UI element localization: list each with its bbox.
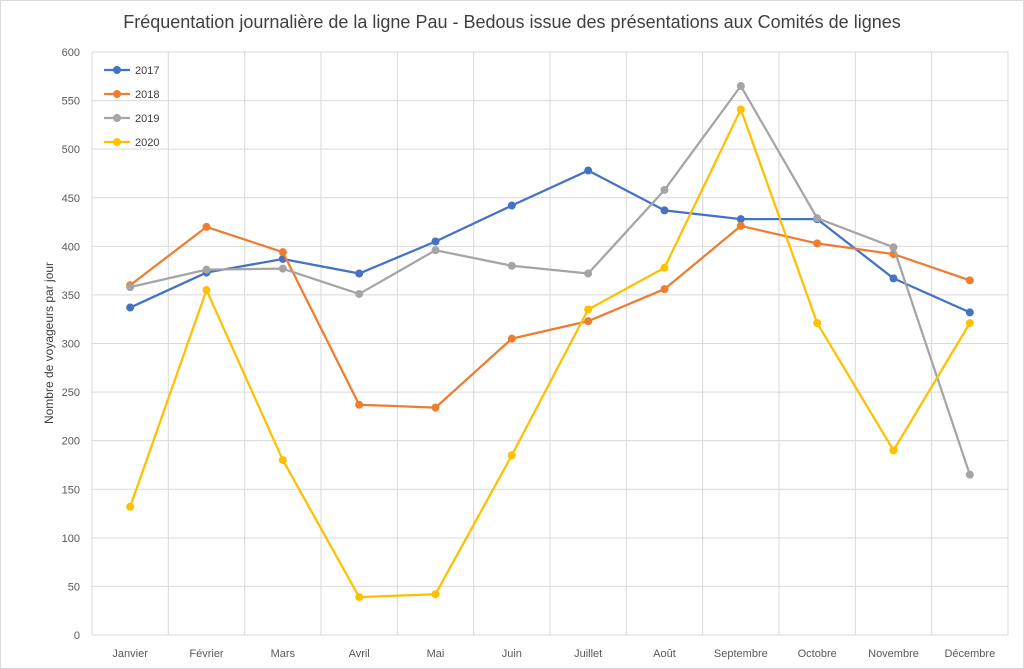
y-tick-label: 200 (62, 436, 80, 448)
series-lines (126, 82, 974, 602)
y-tick-label: 250 (62, 387, 80, 399)
y-tick-label: 400 (62, 241, 80, 253)
data-point-2020 (126, 502, 135, 511)
legend-label: 2020 (135, 137, 159, 149)
data-point-2018 (507, 334, 516, 343)
data-point-2017 (736, 215, 745, 224)
data-point-2019 (813, 214, 822, 223)
y-tick-label: 350 (62, 290, 80, 302)
data-point-2020 (431, 590, 440, 599)
data-point-2018 (736, 221, 745, 230)
data-point-2020 (507, 451, 516, 460)
x-tick-label: Mai (427, 648, 445, 660)
y-tick-label: 500 (62, 144, 80, 156)
data-point-2019 (431, 246, 440, 255)
data-point-2018 (202, 222, 211, 231)
y-tick-label: 100 (62, 533, 80, 545)
data-point-2018 (965, 276, 974, 285)
y-axis-ticks: 0 50 100 150 200 250 300 350 400 450 500 550 600 (62, 47, 80, 642)
data-point-2017 (889, 274, 898, 283)
data-point-2017 (126, 303, 135, 312)
x-axis-ticks: Janvier Février Mars Avril Mai Juin Juillet Aoû… (112, 648, 995, 660)
legend: 2017 2018 2019 2020 (104, 65, 159, 149)
x-tick-label: Décembre (944, 648, 995, 660)
x-tick-label: Novembre (868, 648, 919, 660)
y-tick-label: 300 (62, 339, 80, 351)
data-point-2018 (813, 239, 822, 248)
x-tick-label: Septembre (714, 648, 768, 660)
data-point-2019 (584, 269, 593, 278)
legend-label: 2017 (135, 65, 159, 77)
y-tick-label: 600 (62, 47, 80, 59)
data-point-2019 (965, 470, 974, 479)
y-tick-label: 150 (62, 484, 80, 496)
data-point-2019 (889, 243, 898, 252)
data-point-2019 (355, 289, 364, 298)
data-point-2018 (584, 317, 593, 326)
data-point-2019 (126, 283, 135, 292)
y-axis-title: Nombre de voyageurs par jour (42, 262, 56, 424)
data-point-2020 (965, 319, 974, 328)
data-point-2017 (355, 269, 364, 278)
data-point-2019 (202, 265, 211, 274)
y-tick-label: 0 (74, 630, 80, 642)
data-point-2018 (431, 403, 440, 412)
x-tick-label: Avril (349, 648, 370, 660)
y-tick-label: 50 (68, 581, 80, 593)
series-line-2020 (129, 108, 971, 599)
x-tick-label: Mars (271, 648, 296, 660)
data-point-2020 (736, 105, 745, 114)
data-point-2020 (278, 456, 287, 465)
legend-label: 2019 (135, 113, 159, 125)
data-point-2017 (660, 206, 669, 215)
data-point-2018 (278, 248, 287, 257)
data-point-2017 (431, 237, 440, 246)
x-tick-label: Février (189, 648, 224, 660)
x-tick-label: Juin (502, 648, 522, 660)
x-tick-label: Juillet (574, 648, 602, 660)
data-point-2017 (965, 308, 974, 317)
legend-swatch-marker (113, 114, 121, 122)
legend-swatch-marker (113, 138, 121, 146)
data-point-2020 (584, 305, 593, 314)
data-point-2017 (584, 166, 593, 175)
data-point-2017 (507, 201, 516, 210)
series-line-2018 (129, 224, 971, 409)
y-tick-label: 450 (62, 193, 80, 205)
data-point-2019 (278, 264, 287, 273)
x-tick-label: Octobre (798, 648, 837, 660)
x-tick-label: Août (653, 648, 676, 660)
data-point-2018 (660, 285, 669, 294)
data-point-2019 (507, 261, 516, 270)
legend-swatch-marker (113, 66, 121, 74)
legend-swatch-marker (113, 90, 121, 98)
x-tick-label: Janvier (112, 648, 148, 660)
data-point-2020 (202, 286, 211, 295)
data-point-2019 (736, 82, 745, 91)
data-point-2018 (355, 400, 364, 409)
chart-title: Fréquentation journalière de la ligne Pa… (123, 12, 901, 32)
series-line-2019 (129, 84, 971, 476)
data-point-2020 (660, 263, 669, 272)
series-line-2017 (129, 169, 971, 314)
data-point-2020 (813, 319, 822, 328)
data-point-2020 (889, 446, 898, 455)
data-point-2020 (355, 593, 364, 602)
gridlines (91, 51, 1009, 636)
legend-label: 2018 (135, 89, 159, 101)
data-point-2019 (660, 185, 669, 194)
y-tick-label: 550 (62, 96, 80, 108)
